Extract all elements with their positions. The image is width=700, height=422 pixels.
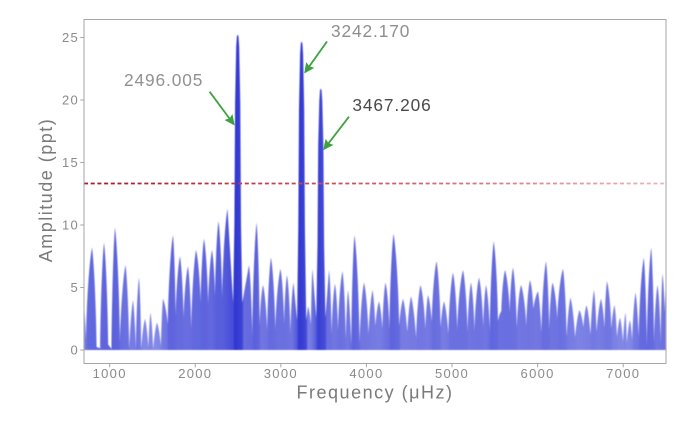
svg-text:20: 20 (62, 93, 79, 108)
svg-text:15: 15 (62, 155, 79, 170)
svg-text:0: 0 (70, 343, 79, 358)
svg-text:5: 5 (70, 280, 79, 295)
svg-text:2000: 2000 (178, 366, 212, 381)
svg-text:10: 10 (62, 218, 79, 233)
svg-text:7000: 7000 (606, 366, 640, 381)
svg-text:5000: 5000 (435, 366, 469, 381)
svg-text:3467.206: 3467.206 (352, 95, 431, 115)
svg-text:3000: 3000 (264, 366, 298, 381)
svg-text:3242.170: 3242.170 (331, 21, 410, 41)
svg-text:25: 25 (62, 30, 79, 45)
svg-text:4000: 4000 (349, 366, 383, 381)
svg-text:1000: 1000 (93, 366, 127, 381)
svg-text:2496.005: 2496.005 (124, 70, 203, 90)
svg-text:6000: 6000 (521, 366, 555, 381)
svg-text:Frequency (μHz): Frequency (μHz) (297, 383, 454, 403)
svg-text:Amplitude (ppt): Amplitude (ppt) (36, 118, 56, 263)
